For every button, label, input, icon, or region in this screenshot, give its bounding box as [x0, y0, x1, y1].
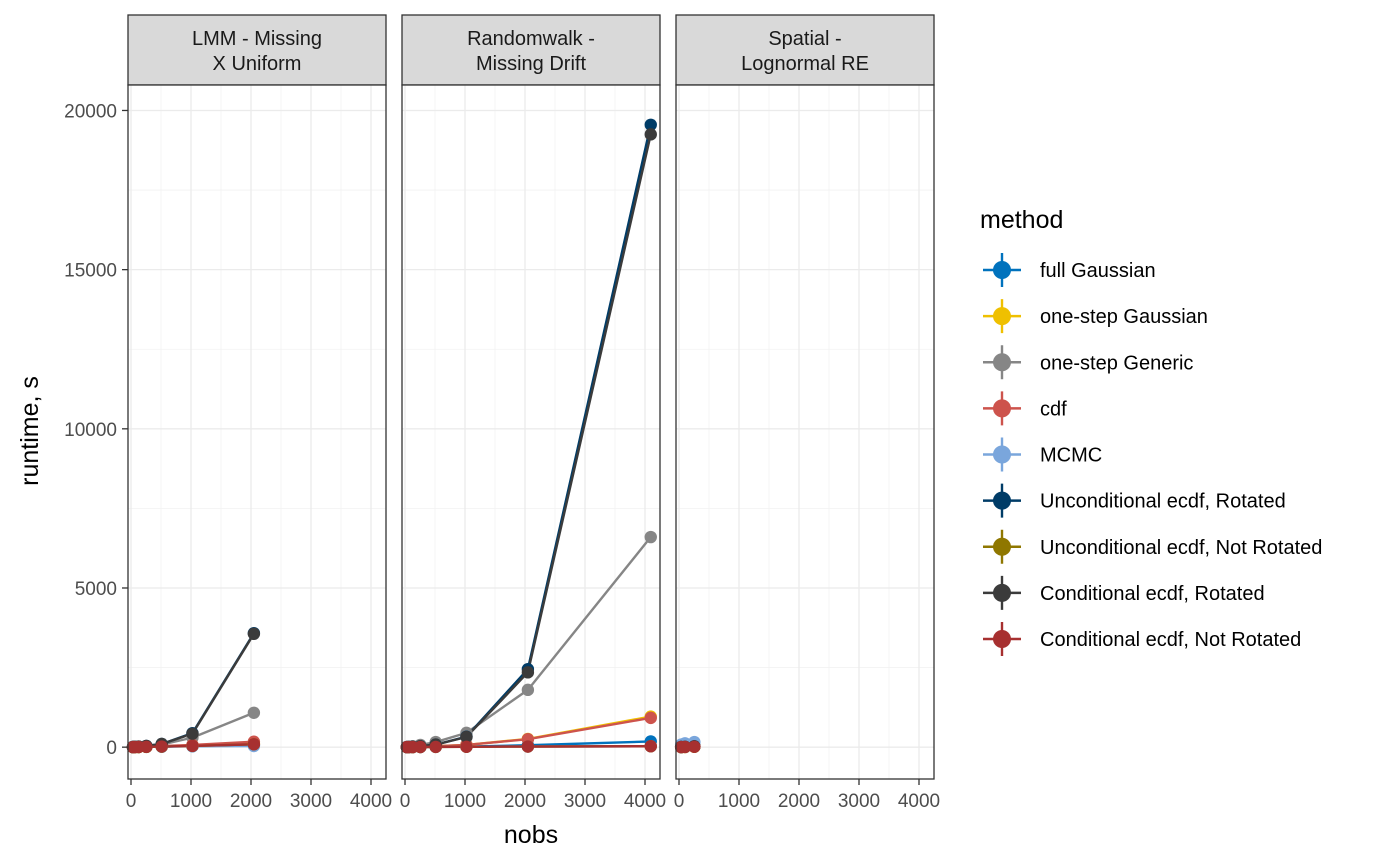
legend-label: MCMC — [1040, 445, 1102, 467]
y-tick-label: 15000 — [64, 261, 117, 282]
legend-key-point — [993, 353, 1011, 372]
legend-key-point — [993, 537, 1011, 556]
series-points — [126, 626, 261, 754]
panel-border — [401, 84, 661, 780]
legend-title: method — [980, 206, 1063, 234]
x-axis-title: nobs — [504, 821, 558, 849]
facet-strip-label: LMM - Missing — [192, 28, 322, 50]
legend-key-point — [993, 630, 1011, 648]
legend-label: full Gaussian — [1040, 260, 1156, 282]
data-point — [140, 740, 153, 754]
data-point — [678, 740, 692, 754]
y-tick-label: 0 — [106, 738, 117, 759]
legend-label: one-step Generic — [1040, 352, 1193, 374]
facet-strip-label: Missing Drift — [476, 53, 586, 75]
legend-item: MCMC — [983, 437, 1102, 472]
legend-item: Conditional ecdf, Rotated — [983, 575, 1265, 610]
data-point — [644, 118, 657, 131]
y-axis: 0 5000 10000 15000 20000 — [64, 101, 128, 759]
data-point — [688, 740, 701, 753]
data-point — [247, 627, 261, 641]
x-tick-label: 2000 — [230, 791, 272, 812]
legend-label: Unconditional ecdf, Rotated — [1040, 491, 1286, 513]
data-point — [186, 739, 199, 753]
data-point — [644, 530, 657, 544]
panel-background — [128, 85, 386, 779]
facet-strip — [401, 14, 661, 86]
y-axis-title: runtime, s — [16, 376, 44, 486]
data-point — [414, 740, 427, 754]
y-tick-label: 10000 — [64, 420, 117, 441]
data-point — [521, 666, 535, 679]
legend-item: Conditional ecdf, Not Rotated — [983, 622, 1301, 656]
legend-item: Unconditional ecdf, Rotated — [983, 483, 1286, 518]
legend-key-point — [993, 445, 1011, 464]
x-tick-label: 1000 — [718, 791, 760, 812]
x-tick-label: 1000 — [170, 791, 212, 812]
legend-item: full Gaussian — [983, 253, 1156, 287]
legend-label: one-step Gaussian — [1040, 306, 1208, 328]
data-point — [155, 740, 168, 753]
x-tick-label: 3000 — [838, 791, 880, 812]
x-tick-label: 2000 — [778, 791, 820, 812]
legend-label: Unconditional ecdf, Not Rotated — [1040, 537, 1322, 559]
data-point — [644, 711, 657, 725]
x-tick-label: 4000 — [624, 791, 666, 812]
y-tick-label: 20000 — [64, 101, 117, 122]
x-tick-label: 2000 — [504, 791, 546, 812]
data-point — [186, 727, 199, 740]
panel-border — [127, 84, 387, 780]
data-point — [460, 730, 473, 744]
legend-label: cdf — [1040, 398, 1067, 420]
x-tick-label: 3000 — [564, 791, 606, 812]
data-point — [247, 738, 261, 751]
x-tick-label: 1000 — [444, 791, 486, 812]
data-point — [247, 706, 261, 719]
legend-key-point — [993, 583, 1011, 602]
data-point — [521, 683, 535, 697]
x-tick-label: 0 — [674, 791, 685, 812]
facet-strip-label: Spatial - — [768, 28, 841, 50]
x-tick-label: 4000 — [350, 791, 392, 812]
data-point — [644, 128, 657, 141]
legend-key-point — [993, 491, 1011, 510]
legend-item: one-step Gaussian — [983, 299, 1208, 334]
legend: method full Gaussian one-step Gaussian one… — [980, 206, 1322, 656]
facet-strip — [127, 14, 387, 86]
x-tick-label: 3000 — [290, 791, 332, 812]
grid-lines — [676, 85, 934, 779]
y-tick-label: 5000 — [75, 579, 117, 600]
panel-border — [675, 84, 935, 780]
series-points — [674, 735, 701, 754]
x-tick-label: 0 — [126, 791, 137, 812]
data-point — [460, 740, 473, 753]
legend-key-point — [993, 399, 1011, 418]
legend-item: one-step Generic — [983, 345, 1193, 380]
legend-label: Conditional ecdf, Not Rotated — [1040, 629, 1301, 651]
facet-panel: Randomwalk - Missing Drift 0 1000 2000 3000 40… — [400, 14, 666, 812]
panel-background — [676, 85, 934, 779]
facet-panel: Spatial - Lognormal RE 0 1000 2000 3000 4000 — [674, 14, 940, 812]
legend-key-point — [993, 307, 1011, 326]
x-axis: 0 1000 2000 3000 4000 — [400, 779, 666, 812]
facet-strip-label: X Uniform — [213, 53, 302, 75]
facet-strip-label: Randomwalk - — [467, 28, 595, 50]
series-points — [400, 118, 657, 754]
facet-strip-label: Lognormal RE — [741, 53, 869, 75]
data-point — [429, 740, 442, 754]
data-point — [644, 740, 657, 753]
facet-panel: LMM - Missing X Uniform 0 1000 2000 3000 4000 — [126, 14, 392, 812]
legend-item: Unconditional ecdf, Not Rotated — [983, 529, 1322, 564]
data-point — [521, 740, 535, 753]
legend-key-point — [993, 261, 1011, 279]
legend-label: Conditional ecdf, Rotated — [1040, 583, 1265, 605]
x-axis: 0 1000 2000 3000 4000 — [674, 779, 940, 812]
x-tick-label: 0 — [400, 791, 411, 812]
x-axis: 0 1000 2000 3000 4000 — [126, 779, 392, 812]
legend-item: cdf — [983, 391, 1067, 426]
x-tick-label: 4000 — [898, 791, 940, 812]
